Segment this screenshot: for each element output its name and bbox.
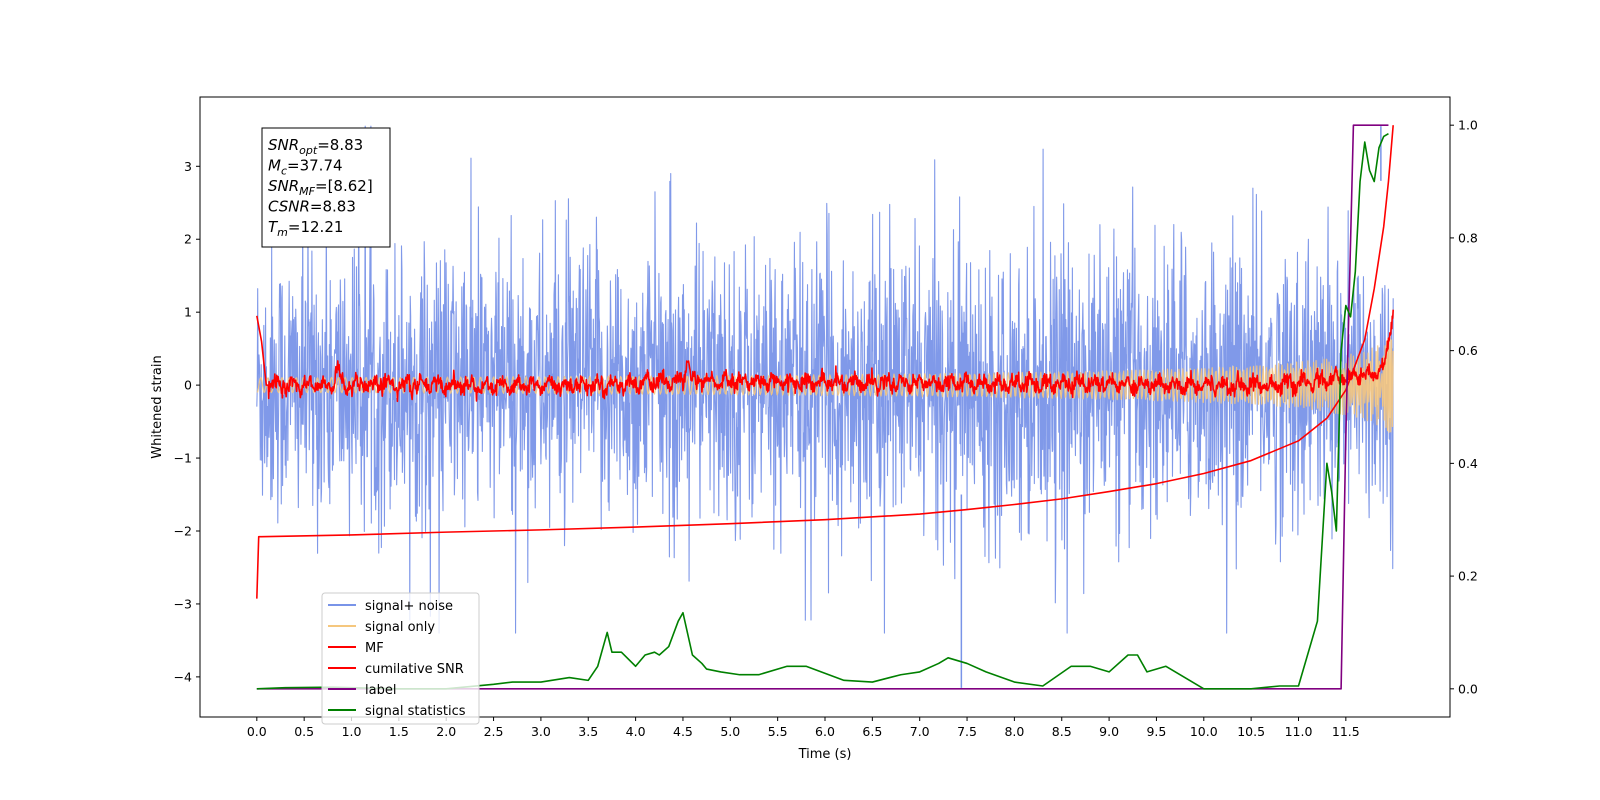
y-axis-left: 3 2 1 0 −1 −2 −3 −4 bbox=[174, 159, 200, 684]
annotation-line: SNRMF=[8.62] bbox=[268, 177, 373, 198]
x-tick-label: 10.0 bbox=[1190, 724, 1218, 739]
y-tick-label: −1 bbox=[174, 451, 192, 466]
series-layer bbox=[256, 124, 1394, 690]
x-tick-label: 7.5 bbox=[957, 724, 977, 739]
series-signal-only bbox=[256, 337, 1394, 433]
series-signal-statistics bbox=[256, 132, 1389, 690]
y-tick-label: 3 bbox=[184, 159, 192, 174]
x-axis: 0.0 0.5 1.0 1.5 2.0 2.5 3.0 3.5 4.0 4.5 5.0 5.5 6.0 6… bbox=[247, 717, 1360, 739]
legend-label: signal+ noise bbox=[365, 599, 453, 614]
x-tick-label: 2.0 bbox=[436, 724, 456, 739]
y2-tick-label: 0.2 bbox=[1458, 569, 1478, 584]
annotation-frame bbox=[261, 127, 391, 248]
series-label bbox=[256, 124, 1389, 690]
annotation-line: Mc=37.74 bbox=[268, 157, 343, 178]
legend-label: label bbox=[365, 683, 396, 698]
legend-label: signal only bbox=[365, 620, 435, 635]
x-tick-label: 9.0 bbox=[1099, 724, 1119, 739]
legend-frame bbox=[321, 592, 480, 725]
x-tick-label: 3.5 bbox=[578, 724, 598, 739]
annotation-line: Tm=12.21 bbox=[268, 218, 343, 239]
y2-tick-label: 1.0 bbox=[1458, 118, 1478, 133]
x-tick-label: 1.5 bbox=[389, 724, 409, 739]
x-axis-label: Time (s) bbox=[798, 747, 852, 762]
x-tick-label: 3.0 bbox=[531, 724, 551, 739]
x-tick-label: 8.5 bbox=[1052, 724, 1072, 739]
legend-label: signal statistics bbox=[365, 704, 466, 719]
annotation-line: CSNR=8.83 bbox=[268, 198, 356, 216]
annotation-box: SNRopt=8.83Mc=37.74SNRMF=[8.62]CSNR=8.83… bbox=[261, 127, 391, 248]
x-tick-label: 2.5 bbox=[484, 724, 504, 739]
x-tick-label: 0.0 bbox=[247, 724, 267, 739]
y-axis-right: 1.0 0.8 0.6 0.4 0.2 0.0 bbox=[1450, 118, 1478, 696]
y-tick-label: 2 bbox=[184, 232, 192, 247]
y2-tick-label: 0.6 bbox=[1458, 343, 1478, 358]
x-tick-label: 8.0 bbox=[1004, 724, 1024, 739]
x-tick-label: 4.5 bbox=[673, 724, 693, 739]
legend-label: MF bbox=[365, 641, 384, 656]
y2-tick-label: 0.8 bbox=[1458, 230, 1478, 245]
x-tick-label: 11.5 bbox=[1332, 724, 1360, 739]
y-tick-label: −3 bbox=[174, 596, 192, 611]
x-tick-label: 1.0 bbox=[342, 724, 362, 739]
series-mf bbox=[256, 309, 1394, 403]
x-tick-label: 7.0 bbox=[910, 724, 930, 739]
x-tick-label: 11.0 bbox=[1285, 724, 1313, 739]
y2-tick-label: 0.4 bbox=[1458, 456, 1478, 471]
legend: signal+ noise signal only MF cumilative SNR… bbox=[321, 592, 480, 725]
x-tick-label: 9.5 bbox=[1146, 724, 1166, 739]
x-tick-label: 6.0 bbox=[815, 724, 835, 739]
y2-tick-label: 0.0 bbox=[1458, 681, 1478, 696]
x-tick-label: 0.5 bbox=[294, 724, 314, 739]
y-tick-label: 1 bbox=[184, 305, 192, 320]
y-axis-label: Whitened strain bbox=[150, 355, 165, 458]
annotation-line: SNRopt=8.83 bbox=[268, 136, 363, 157]
legend-label: cumilative SNR bbox=[365, 662, 464, 677]
x-tick-label: 5.5 bbox=[768, 724, 788, 739]
x-tick-label: 10.5 bbox=[1237, 724, 1265, 739]
y-tick-label: −2 bbox=[174, 524, 192, 539]
y-tick-label: 0 bbox=[184, 378, 192, 393]
x-tick-label: 5.0 bbox=[720, 724, 740, 739]
y-tick-label: −4 bbox=[174, 669, 192, 684]
x-tick-label: 6.5 bbox=[862, 724, 882, 739]
x-tick-label: 4.0 bbox=[626, 724, 646, 739]
series-cumilative-snr bbox=[256, 125, 1394, 599]
